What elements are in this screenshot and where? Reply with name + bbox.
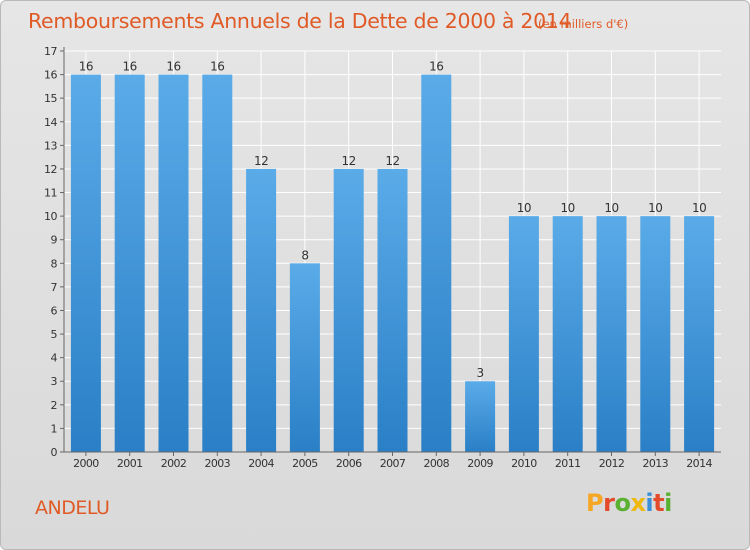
bar: [377, 168, 408, 453]
y-tick-label: 3: [51, 375, 58, 388]
x-tick-label: 2014: [686, 457, 712, 470]
y-tick-label: 8: [51, 257, 58, 270]
bars: [70, 74, 715, 453]
bar: [508, 216, 539, 452]
bar-value-label: 10: [517, 201, 531, 215]
bar-value-label: 16: [210, 60, 224, 74]
bar: [289, 263, 320, 452]
y-tick-label: 1: [51, 422, 58, 435]
x-tick-label: 2013: [642, 457, 668, 470]
x-tick-label: 2009: [467, 457, 493, 470]
x-tick-label: 2004: [248, 457, 274, 470]
x-tick-label: 2001: [117, 457, 143, 470]
y-tick-label: 12: [44, 163, 57, 176]
bar: [333, 168, 364, 453]
y-tick-label: 17: [44, 45, 57, 58]
logo-letter: o: [614, 489, 631, 517]
x-tick-label: 2011: [555, 457, 581, 470]
y-tick-label: 0: [51, 446, 58, 459]
logo-letter: i: [664, 489, 672, 517]
logo-letter: P: [586, 489, 604, 517]
x-tick-label: 2000: [73, 457, 99, 470]
y-tick-label: 10: [44, 210, 57, 223]
bar-value-label: 10: [648, 201, 662, 215]
bar-value-label: 16: [166, 60, 180, 74]
bar: [421, 74, 452, 453]
proxiti-logo: Proxiti: [586, 489, 672, 517]
y-tick-label: 16: [44, 69, 57, 82]
bar-value-label: 10: [692, 201, 706, 215]
x-tick-label: 2012: [599, 457, 625, 470]
axes: [60, 47, 721, 456]
x-tick-label: 2003: [204, 457, 230, 470]
x-tick-label: 2002: [161, 457, 187, 470]
x-tick-label: 2006: [336, 457, 362, 470]
bar-value-label: 16: [429, 60, 443, 74]
bar: [465, 381, 496, 452]
bar: [70, 74, 101, 453]
y-tick-label: 14: [44, 116, 57, 129]
logo-letter: t: [653, 489, 665, 517]
chart-unit: (en milliers d'€): [538, 17, 629, 31]
bar-value-label: 16: [123, 60, 137, 74]
y-tick-label: 5: [51, 328, 58, 341]
bar: [114, 74, 145, 453]
x-tick-label: 2008: [423, 457, 449, 470]
bar-value-label: 16: [79, 60, 93, 74]
bar: [684, 216, 715, 452]
bar: [158, 74, 189, 453]
y-tick-label: 6: [51, 304, 58, 317]
logo-letter: x: [630, 489, 646, 517]
y-tick-label: 13: [44, 139, 57, 152]
logo-letter: i: [645, 489, 654, 517]
x-tick-label: 2005: [292, 457, 318, 470]
x-tick-label: 2007: [380, 457, 406, 470]
x-tick-label: 2010: [511, 457, 537, 470]
city-name: ANDELU: [35, 497, 110, 519]
bar-value-label: 3: [477, 366, 484, 380]
bar-value-label: 10: [561, 201, 575, 215]
y-tick-label: 4: [51, 352, 58, 365]
bar: [246, 168, 277, 453]
bar-value-label: 10: [604, 201, 618, 215]
bar: [596, 216, 627, 452]
bar-value-label: 12: [342, 154, 356, 168]
bar: [640, 216, 671, 452]
bar-value-label: 12: [385, 154, 399, 168]
chart-title: Remboursements Annuels de la Dette de 20…: [28, 9, 572, 33]
y-tick-label: 7: [51, 281, 58, 294]
y-tick-label: 15: [44, 92, 57, 105]
y-tick-label: 2: [51, 399, 58, 412]
bar-value-label: 8: [301, 248, 308, 262]
bar-value-label: 12: [254, 154, 268, 168]
y-tick-label: 9: [51, 234, 58, 247]
y-tick-label: 11: [44, 187, 57, 200]
logo-letter: r: [603, 489, 615, 517]
bar: [202, 74, 233, 453]
bar: [552, 216, 583, 452]
